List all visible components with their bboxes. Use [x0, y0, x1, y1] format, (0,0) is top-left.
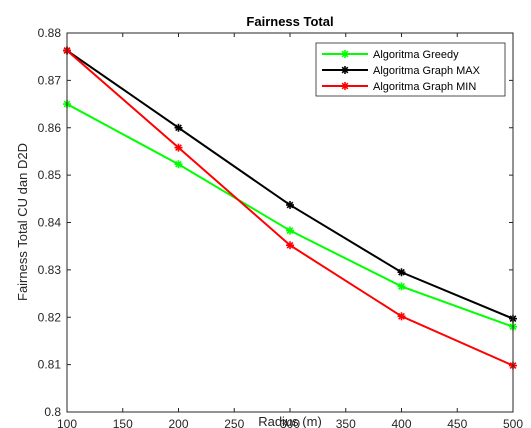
y-tick-label: 0.82 — [38, 310, 62, 324]
y-axis-label: Fairness Total CU dan D2D — [15, 143, 30, 301]
legend-label-3: Algoritma Graph MIN — [373, 81, 476, 93]
legend: Algoritma Greedy Algoritma Graph MAX Algor… — [315, 42, 506, 97]
x-tick-label: 250 — [224, 417, 244, 428]
y-tick-label: 0.84 — [38, 216, 62, 230]
y-tick-label: 0.86 — [38, 121, 62, 135]
series-2-point — [397, 268, 406, 277]
x-tick-label: 100 — [57, 417, 77, 428]
series-1-point — [174, 160, 183, 169]
y-tick-label: 0.88 — [38, 26, 62, 40]
legend-label-1: Algoritma Greedy — [373, 49, 459, 61]
series-3-point — [286, 241, 294, 250]
series-2-point — [174, 123, 183, 132]
x-tick-label: 350 — [336, 417, 356, 428]
chart-title: Fairness Total — [246, 14, 333, 29]
x-tick-label: 150 — [113, 417, 133, 428]
series-3-point — [174, 143, 183, 152]
y-tick-label: 0.87 — [38, 73, 62, 87]
series-1-point — [286, 226, 294, 235]
series-3-point — [397, 312, 406, 321]
x-tick-label: 450 — [447, 417, 467, 428]
x-axis-label: Radius (m) — [258, 414, 322, 428]
y-tick-label: 0.83 — [38, 263, 62, 277]
x-tick-label: 300 — [280, 417, 300, 428]
series-1-point — [397, 282, 406, 291]
y-tick-label: 0.8 — [44, 405, 61, 419]
x-tick-label: 200 — [168, 417, 188, 428]
x-tick-label: 500 — [503, 417, 523, 428]
y-tick-label: 0.81 — [38, 358, 62, 372]
plot-frame — [66, 32, 514, 413]
x-tick-label: 400 — [391, 417, 411, 428]
series-2-point — [286, 200, 294, 209]
legend-marker-1 — [341, 50, 349, 58]
legend-label-2: Algoritma Graph MAX — [373, 65, 481, 77]
legend-marker-2 — [341, 66, 349, 74]
y-tick-label: 0.85 — [38, 168, 62, 182]
legend-marker-3 — [341, 82, 349, 90]
